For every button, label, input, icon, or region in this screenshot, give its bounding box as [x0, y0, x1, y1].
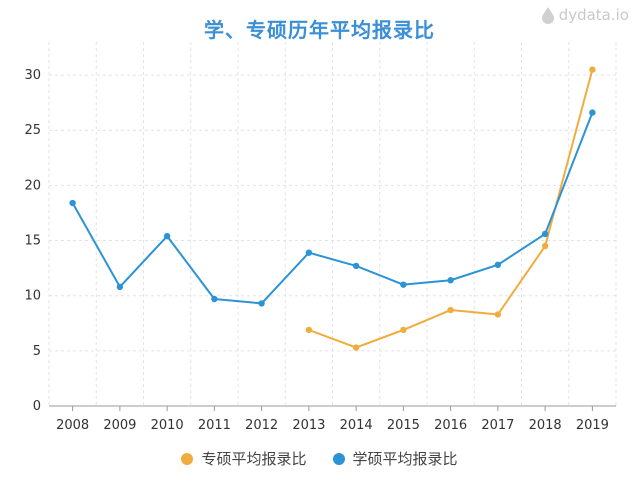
legend: 专硕平均报录比 学硕平均报录比 — [0, 448, 639, 469]
x-tick-label: 2019 — [576, 418, 609, 433]
y-tick-label: 20 — [24, 178, 41, 193]
y-tick-label: 10 — [24, 289, 41, 304]
data-point-series-1 — [541, 230, 549, 238]
y-tick-label: 5 — [33, 344, 41, 359]
drop-logo-icon — [541, 7, 554, 24]
legend-marker-series-1 — [332, 452, 345, 465]
data-point-series-1 — [305, 249, 313, 256]
x-tick-label: 2018 — [529, 418, 562, 433]
x-tick-label: 2014 — [340, 418, 373, 433]
legend-label-series-1: 学硕平均报录比 — [352, 450, 458, 468]
data-point-series-0 — [541, 242, 549, 250]
watermark: dydata.io — [540, 6, 629, 24]
legend-item-series-0[interactable]: 专硕平均报录比 — [181, 448, 307, 469]
x-tick-label: 2017 — [481, 418, 514, 433]
data-point-series-0 — [589, 66, 596, 73]
y-tick-label: 25 — [24, 123, 41, 138]
legend-marker-series-0 — [181, 452, 194, 465]
x-tick-label: 2008 — [56, 418, 89, 433]
data-point-series-1 — [494, 261, 502, 269]
x-tick-label: 2012 — [245, 418, 278, 433]
data-point-series-1 — [447, 277, 454, 284]
data-point-series-1 — [211, 295, 218, 303]
x-tick-label: 2013 — [292, 418, 325, 433]
data-point-series-0 — [400, 326, 407, 334]
x-tick-label: 2016 — [434, 418, 467, 433]
data-point-series-1 — [589, 109, 596, 116]
series-line-1 — [71, 112, 594, 305]
data-point-series-1 — [69, 199, 76, 207]
legend-label-series-0: 专硕平均报录比 — [201, 450, 307, 468]
data-point-series-1 — [163, 232, 171, 240]
data-point-series-0 — [352, 344, 360, 351]
y-tick-label: 30 — [24, 68, 41, 83]
series-line-0 — [308, 69, 594, 349]
data-point-series-1 — [116, 283, 124, 291]
data-point-series-1 — [352, 262, 360, 270]
data-point-series-0 — [305, 326, 313, 334]
x-tick-label: 2009 — [103, 418, 136, 433]
y-tick-label: 15 — [24, 234, 41, 249]
data-point-series-1 — [400, 281, 407, 288]
chart-title: 学、专硕历年平均报录比 — [204, 18, 435, 42]
data-point-series-1 — [258, 300, 265, 307]
data-point-series-0 — [494, 311, 502, 318]
x-tick-label: 2015 — [387, 418, 420, 433]
data-point-series-0 — [447, 306, 454, 314]
x-tick-label: 2010 — [151, 418, 184, 433]
watermark-text: dydata.io — [558, 6, 629, 24]
x-tick-label: 2011 — [198, 418, 231, 433]
legend-item-series-1[interactable]: 学硕平均报录比 — [332, 448, 458, 469]
y-tick-label: 0 — [33, 399, 41, 414]
